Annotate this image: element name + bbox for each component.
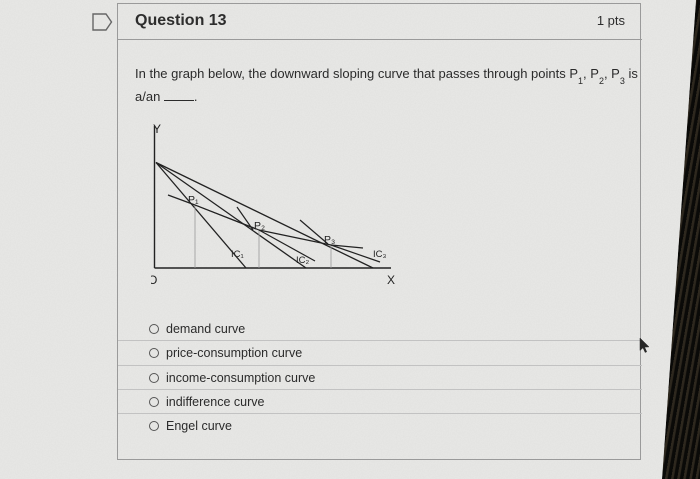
svg-text:IC₁: IC₁ bbox=[231, 249, 244, 260]
svg-text:X: X bbox=[387, 273, 395, 286]
svg-text:O: O bbox=[151, 273, 157, 286]
svg-text:IC₃: IC₃ bbox=[373, 249, 387, 260]
svg-text:P₂: P₂ bbox=[254, 220, 265, 232]
svg-text:P₃: P₃ bbox=[324, 234, 335, 246]
svg-text:P₁: P₁ bbox=[188, 194, 199, 206]
svg-text:Y: Y bbox=[153, 122, 161, 136]
svg-text:IC₂: IC₂ bbox=[296, 255, 310, 266]
